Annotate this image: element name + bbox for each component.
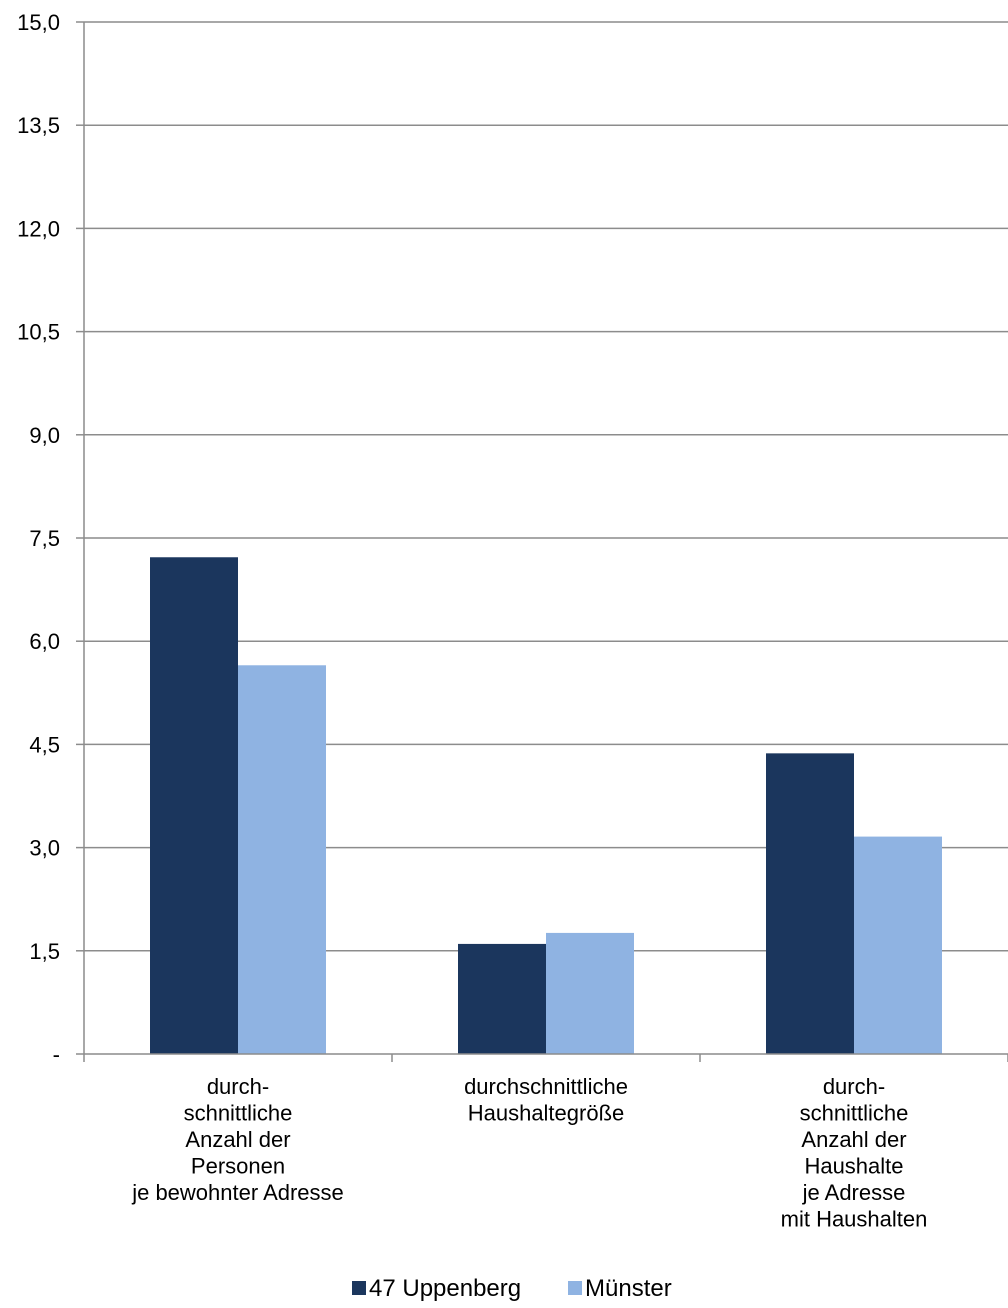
bar-series-2 — [546, 932, 634, 1054]
bar-series-2 — [854, 836, 942, 1054]
legend-swatch — [568, 1281, 582, 1295]
y-tick-label: 12,0 — [17, 216, 60, 241]
axes — [76, 21, 1008, 1062]
y-tick-label: 1,5 — [29, 939, 60, 964]
bars — [150, 557, 942, 1054]
legend-label: 47 Uppenberg — [369, 1275, 521, 1302]
x-category-label-line: durchschnittliche — [464, 1074, 628, 1099]
y-tick-label: 13,5 — [17, 113, 60, 138]
y-tick-label: - — [53, 1042, 60, 1067]
bar-series-1 — [150, 557, 238, 1054]
x-category-label-line: durch- — [207, 1074, 269, 1099]
y-axis-tick-labels: - 1,5 3,0 4,5 6,0 7,5 9,0 10,5 12,0 13,5 15,0 — [17, 10, 60, 1067]
x-category-label-line: Anzahl der — [185, 1127, 290, 1152]
legend-label: Münster — [585, 1275, 672, 1302]
bar-series-2 — [238, 665, 326, 1054]
x-category-label-line: je bewohnter Adresse — [131, 1180, 344, 1205]
legend: 47 Uppenberg Münster — [352, 1275, 672, 1302]
bar-series-1 — [766, 753, 854, 1054]
y-tick-label: 7,5 — [29, 526, 60, 551]
bar-series-1 — [458, 943, 546, 1054]
y-tick-label: 6,0 — [29, 629, 60, 654]
x-category-label-line: durch- — [823, 1074, 885, 1099]
x-category-label-line: Personen — [191, 1154, 285, 1179]
x-category-label-line: Haushalte — [804, 1154, 903, 1179]
x-category-label-line: schnittliche — [184, 1101, 293, 1126]
x-category-label-line: Anzahl der — [801, 1127, 906, 1152]
y-tick-label: 10,5 — [17, 320, 60, 345]
x-category-label-line: Haushaltegröße — [468, 1101, 625, 1126]
y-tick-label: 15,0 — [17, 10, 60, 35]
x-category-label-line: schnittliche — [800, 1101, 909, 1126]
y-tick-label: 3,0 — [29, 836, 60, 861]
x-category-label-line: je Adresse — [802, 1180, 906, 1205]
y-tick-label: 4,5 — [29, 732, 60, 757]
x-category-label-line: mit Haushalten — [781, 1207, 928, 1232]
legend-swatch — [352, 1281, 366, 1295]
y-tick-label: 9,0 — [29, 423, 60, 448]
